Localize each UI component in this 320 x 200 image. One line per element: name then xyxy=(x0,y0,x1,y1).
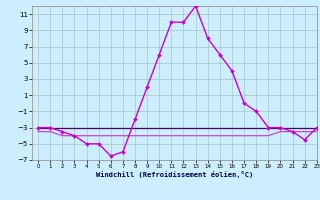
X-axis label: Windchill (Refroidissement éolien,°C): Windchill (Refroidissement éolien,°C) xyxy=(96,171,253,178)
